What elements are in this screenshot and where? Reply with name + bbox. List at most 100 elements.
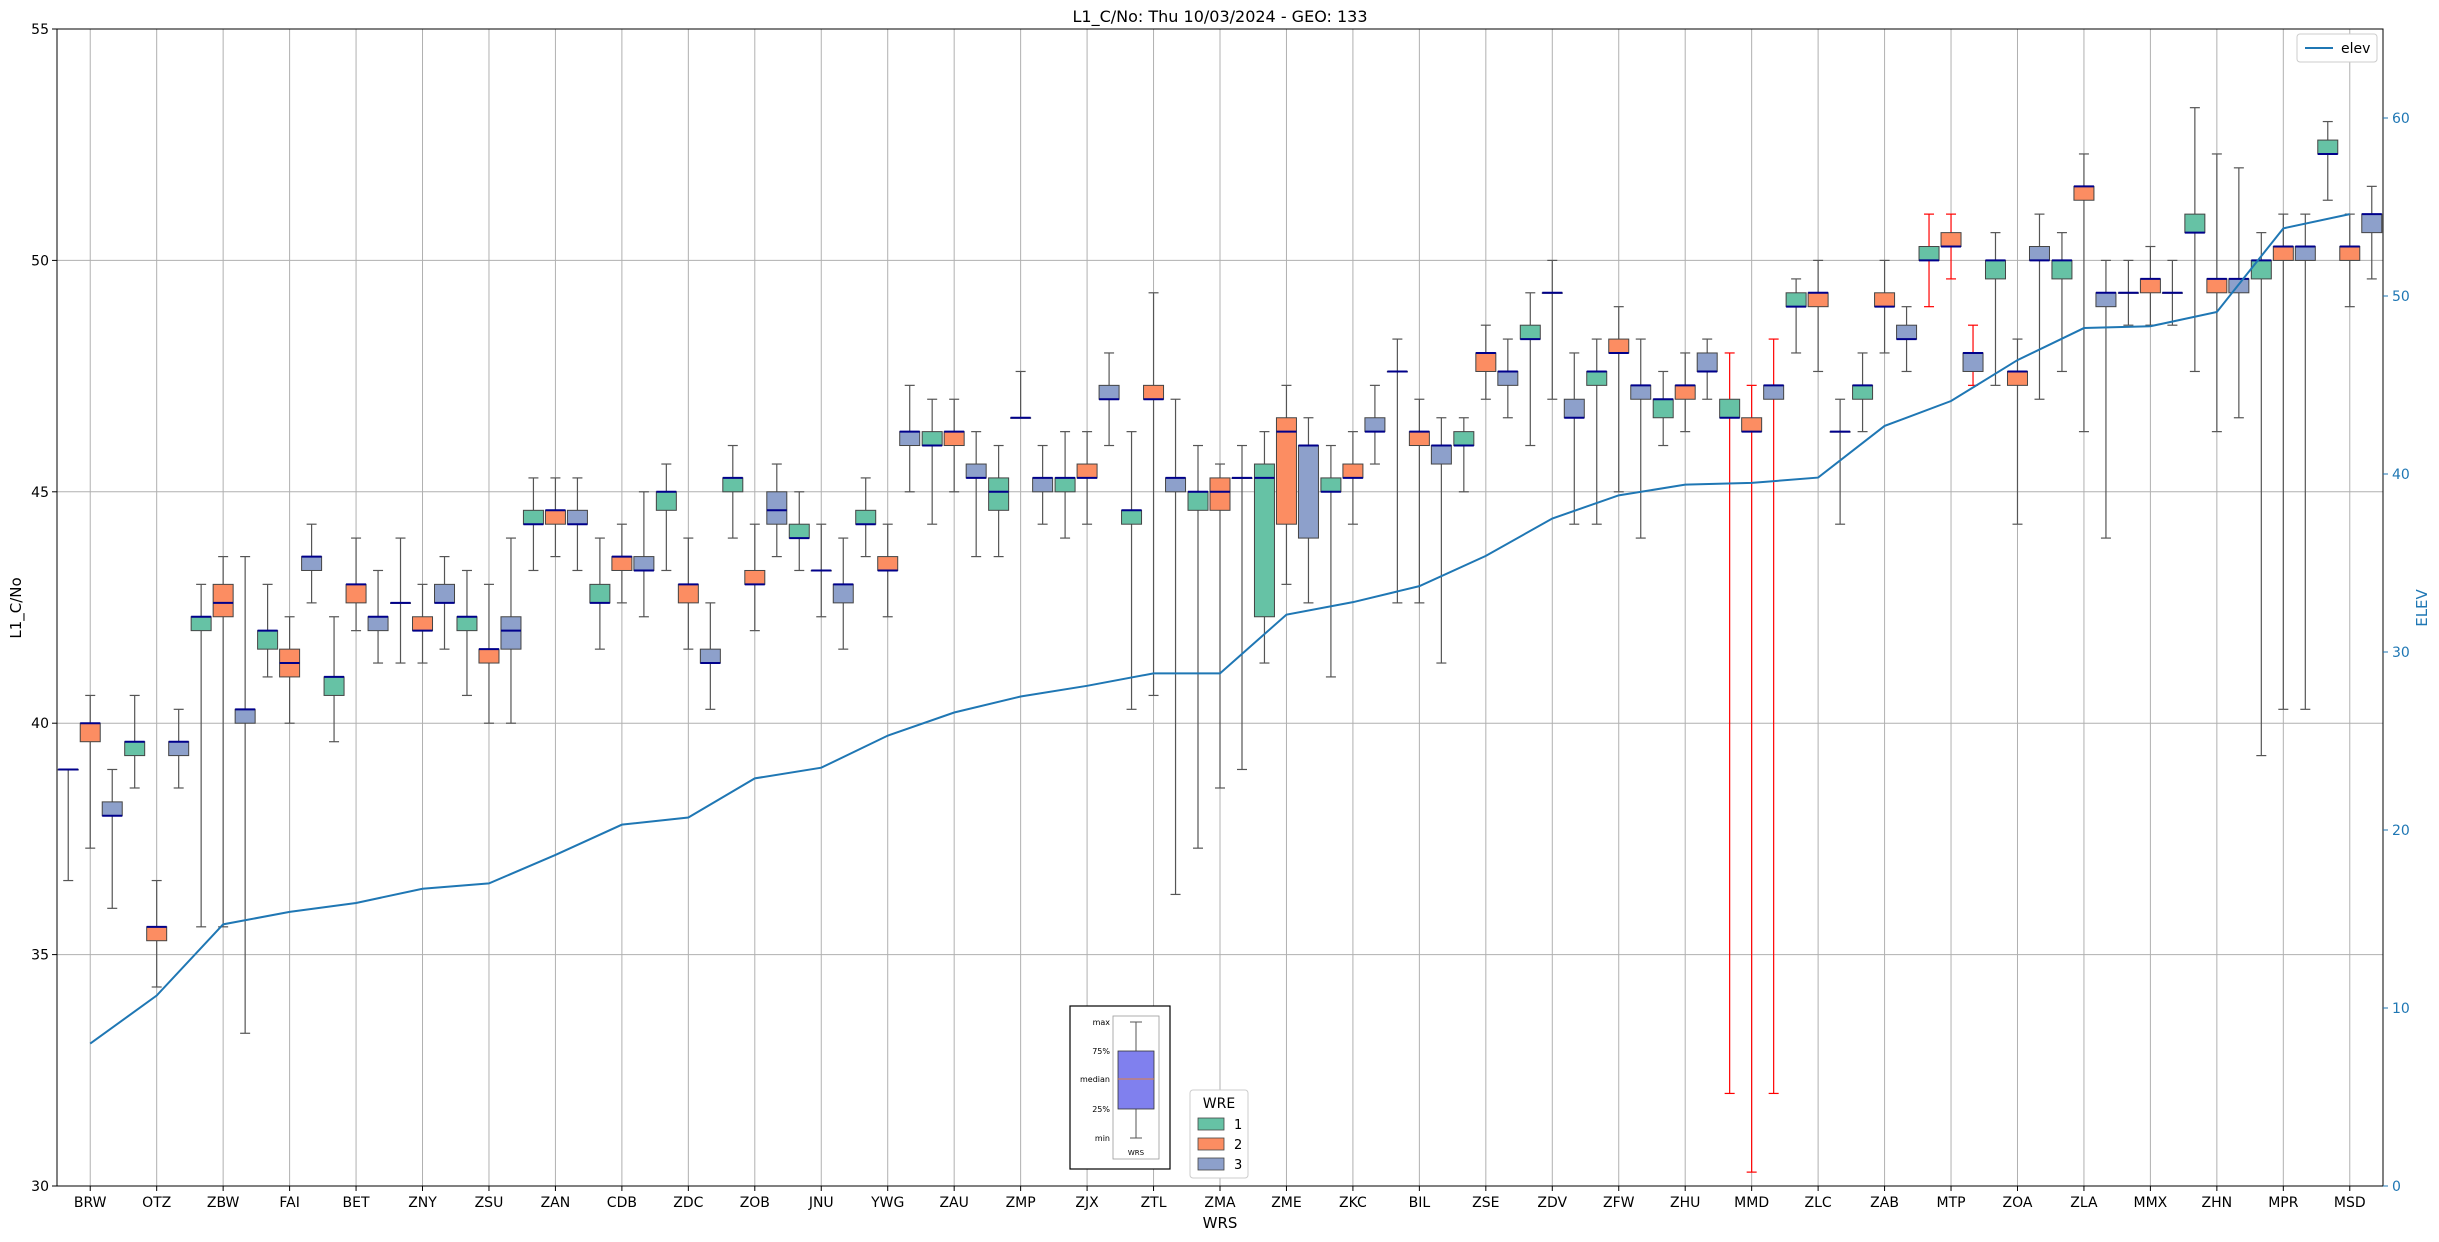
box-MSD-wre1 <box>2317 120 2339 201</box>
box-MMX-wre1 <box>2117 259 2139 326</box>
iqr-box <box>855 509 877 525</box>
iqr-box <box>1652 398 1674 419</box>
boxplot-key-label: median <box>1080 1075 1110 1084</box>
box-BET-wre1 <box>323 616 345 743</box>
box-ZAN-wre3 <box>566 477 588 572</box>
y2-tick-label: 30 <box>2392 645 2410 661</box>
y2-tick-label: 50 <box>2392 289 2410 305</box>
box-ZAU-wre2 <box>943 398 965 493</box>
iqr-box <box>1807 292 1829 308</box>
box-ZFW-wre3 <box>1630 338 1652 539</box>
box-ZAU-wre3 <box>965 431 987 558</box>
box-MTP-wre1 <box>1918 213 1940 308</box>
box-ZLA-wre1 <box>2051 232 2073 373</box>
box-ZAN-wre2 <box>544 477 566 558</box>
boxplot-key-box <box>1117 1050 1155 1110</box>
iqr-box <box>1187 491 1209 511</box>
iqr-box <box>2139 278 2161 294</box>
iqr-box <box>124 741 146 757</box>
box-ZOA-wre2 <box>2006 338 2028 525</box>
box-BRW-wre2 <box>79 694 101 849</box>
iqr-box <box>2051 259 2073 280</box>
x-tick-label-ZAN: ZAN <box>541 1195 571 1211</box>
box-ZDC-wre3 <box>699 602 721 710</box>
x-tick-label-ZHU: ZHU <box>1670 1195 1700 1211</box>
x-tick-label-ZLC: ZLC <box>1805 1195 1832 1211</box>
iqr-box <box>1098 384 1120 400</box>
iqr-box <box>1165 477 1187 493</box>
box-OTZ-wre3 <box>168 708 190 789</box>
x-tick-label-YWG: YWG <box>870 1195 904 1211</box>
box-BET-wre2 <box>345 537 367 632</box>
iqr-box <box>257 630 279 650</box>
box-ZDC-wre2 <box>677 537 699 650</box>
iqr-box <box>1320 477 1342 493</box>
wre-legend-title: WRE <box>1203 1096 1235 1112</box>
iqr-box <box>611 556 633 571</box>
iqr-box <box>1054 477 1076 493</box>
x-tick-label-MMX: MMX <box>2134 1195 2168 1211</box>
boxplot-key-label: 75% <box>1092 1047 1110 1056</box>
box-ZNY-wre3 <box>434 555 456 650</box>
iqr-box <box>2361 213 2383 234</box>
x-tick-label-ZAB: ZAB <box>1870 1195 1899 1211</box>
y-tick-label: 40 <box>31 716 49 732</box>
x-tick-label-ZME: ZME <box>1271 1195 1302 1211</box>
iqr-box <box>434 583 456 604</box>
boxplot-key-label: 25% <box>1092 1105 1110 1114</box>
iqr-box <box>1475 352 1497 372</box>
boxplot-key-label: max <box>1093 1018 1111 1027</box>
y-tick-label: 50 <box>31 253 49 269</box>
iqr-box <box>1630 384 1652 400</box>
iqr-box <box>190 616 212 632</box>
box-MMD-wre2 <box>1741 384 1763 1173</box>
iqr-box <box>212 583 234 618</box>
legend-layer: elev WRE 1 2 3 max 75% median 25% min WRS <box>1069 33 2378 1179</box>
box-ZME-wre1 <box>1253 431 1275 664</box>
x-tick-label-ZMP: ZMP <box>1006 1195 1036 1211</box>
box-ZKC-wre2 <box>1342 431 1364 525</box>
x-tick-label-ZSE: ZSE <box>1472 1195 1499 1211</box>
iqr-box <box>1785 292 1807 308</box>
x-tick-label-MSD: MSD <box>2334 1195 2366 1211</box>
box-ZTL-wre2 <box>1143 292 1165 697</box>
x-tick-label-MPR: MPR <box>2268 1195 2299 1211</box>
iqr-box <box>788 523 810 539</box>
y2-axis-label: ELEV <box>2413 588 2431 626</box>
iqr-box <box>1874 292 1896 308</box>
iqr-box <box>1275 417 1297 525</box>
iqr-box <box>500 616 522 650</box>
box-ZSU-wre3 <box>500 537 522 724</box>
iqr-box <box>2184 213 2206 234</box>
x-tick-label-JNU: JNU <box>808 1195 834 1211</box>
iqr-box <box>1918 246 1940 261</box>
iqr-box <box>301 556 323 571</box>
iqr-box <box>367 616 389 632</box>
iqr-box <box>744 569 766 585</box>
y2-tick-label: 10 <box>2392 1001 2410 1017</box>
x-tick-label-FAI: FAI <box>279 1195 299 1211</box>
wre-legend-swatch-2 <box>1197 1137 1225 1151</box>
box-ZJX-wre2 <box>1076 431 1098 525</box>
box-ZMA-wre2 <box>1209 463 1231 789</box>
box-ZOA-wre3 <box>2028 213 2050 400</box>
x-axis-label: WRS <box>1203 1214 1238 1232</box>
box-ZJX-wre1 <box>1054 431 1076 539</box>
y2-tick-label: 20 <box>2392 823 2410 839</box>
plot-layer <box>57 107 2383 1173</box>
x-tick-label-ZNY: ZNY <box>408 1195 437 1211</box>
iqr-box <box>589 583 611 604</box>
iqr-box <box>101 801 123 817</box>
x-tick-label-ZBW: ZBW <box>207 1195 240 1211</box>
y2-tick-label: 40 <box>2392 467 2410 483</box>
box-ZKC-wre1 <box>1320 444 1342 678</box>
box-CDB-wre1 <box>589 537 611 650</box>
iqr-box <box>1253 463 1275 618</box>
y2-tick-label: 60 <box>2392 111 2410 127</box>
elev-line-layer <box>89 213 2350 1045</box>
iqr-box <box>566 509 588 525</box>
iqr-box <box>2073 185 2095 201</box>
iqr-box <box>1719 398 1741 419</box>
x-tick-label-ZMA: ZMA <box>1204 1195 1236 1211</box>
